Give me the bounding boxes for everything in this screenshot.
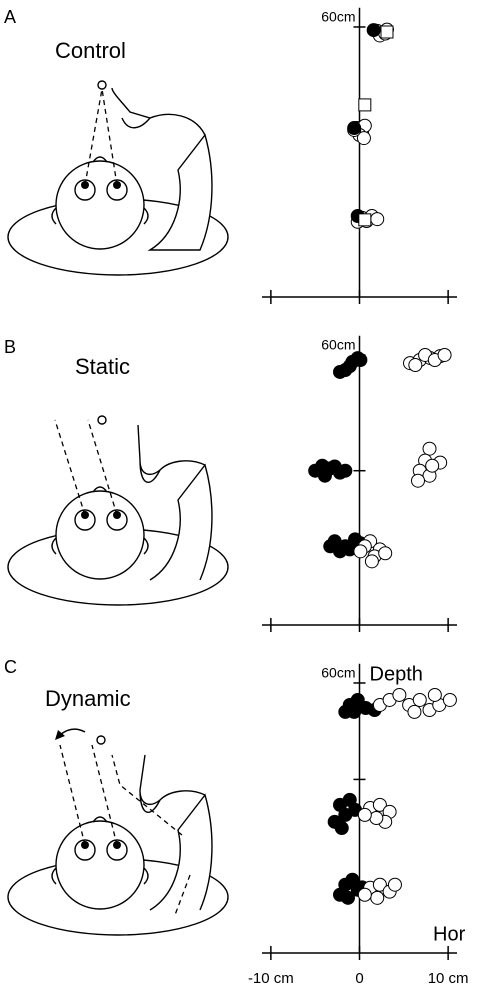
point bbox=[340, 890, 355, 905]
point bbox=[317, 468, 332, 483]
point bbox=[323, 539, 338, 554]
point bbox=[353, 544, 368, 559]
point bbox=[427, 687, 442, 702]
point bbox=[357, 807, 372, 822]
point bbox=[378, 546, 393, 561]
point bbox=[357, 887, 372, 902]
point bbox=[407, 704, 422, 719]
point bbox=[370, 212, 385, 227]
point-square bbox=[358, 98, 372, 112]
point bbox=[369, 810, 384, 825]
point bbox=[338, 463, 353, 478]
point bbox=[347, 704, 362, 719]
panel-title: Dynamic bbox=[45, 686, 131, 711]
y-axis-label: Depth bbox=[370, 663, 423, 685]
point bbox=[347, 121, 362, 136]
point bbox=[353, 353, 368, 368]
y-tick-label: 60cm bbox=[321, 337, 355, 353]
point bbox=[334, 821, 349, 836]
illustration-dynamic bbox=[7, 728, 229, 936]
point bbox=[366, 23, 381, 38]
panel-letter: A bbox=[4, 7, 16, 27]
panel-title: Static bbox=[75, 354, 130, 379]
panel-letter: C bbox=[4, 657, 17, 677]
x-axis-label: Hor bbox=[433, 923, 466, 945]
x-tick-label: -10 cm bbox=[248, 970, 294, 987]
panel-title: Control bbox=[55, 38, 126, 63]
x-tick-label: 0 bbox=[355, 970, 363, 987]
illustration-static bbox=[7, 415, 229, 606]
point bbox=[372, 877, 387, 892]
point bbox=[356, 131, 371, 146]
x-tick-label: 10 cm bbox=[428, 970, 469, 987]
point bbox=[422, 441, 437, 456]
point bbox=[372, 797, 387, 812]
point bbox=[392, 687, 407, 702]
y-tick-label: 60cm bbox=[321, 9, 355, 25]
illustration-control bbox=[7, 80, 229, 276]
point bbox=[412, 692, 427, 707]
point-square bbox=[358, 213, 372, 227]
point bbox=[408, 358, 423, 373]
point bbox=[364, 554, 379, 569]
point bbox=[411, 473, 425, 488]
y-tick-label: 60cm bbox=[321, 665, 355, 681]
point bbox=[437, 347, 452, 362]
point bbox=[442, 692, 457, 707]
point bbox=[370, 890, 385, 905]
point bbox=[333, 364, 347, 379]
point-square bbox=[380, 25, 394, 39]
point bbox=[387, 877, 402, 892]
point bbox=[425, 458, 440, 473]
panel-letter: B bbox=[4, 337, 16, 357]
